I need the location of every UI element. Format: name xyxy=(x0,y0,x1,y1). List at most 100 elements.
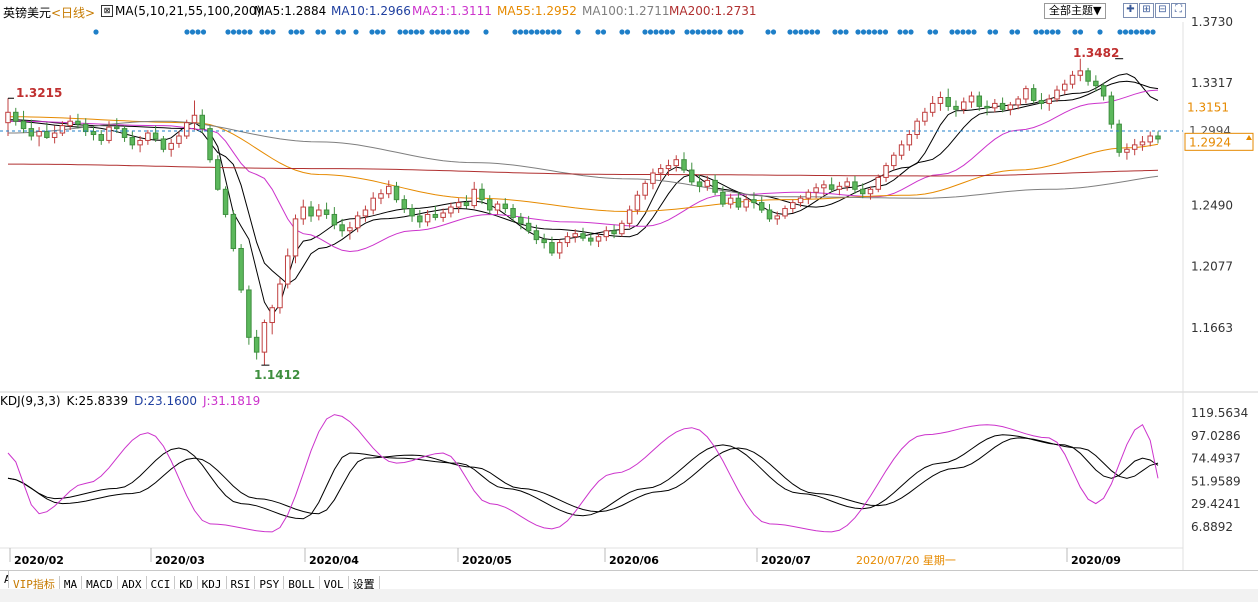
candle-body xyxy=(28,128,35,137)
theme-dropdown-button[interactable]: 全部主题▼ xyxy=(1044,3,1107,19)
ma10-value: MA10:1.2966 xyxy=(331,4,411,18)
event-dot xyxy=(803,29,810,35)
event-dot xyxy=(992,29,999,35)
candle-body xyxy=(440,212,446,218)
candle-body xyxy=(852,181,858,190)
candle-body xyxy=(176,135,182,144)
period-selector[interactable]: <日线> xyxy=(51,6,96,20)
tab-rsi[interactable]: RSI xyxy=(227,576,256,593)
symbol-name[interactable]: 英镑美元 xyxy=(3,6,52,20)
ma-settings-icon[interactable]: ⊠ xyxy=(101,5,113,17)
event-dot xyxy=(545,29,551,35)
candle-body xyxy=(378,193,384,199)
time-tick-label: 2020/02 xyxy=(14,554,64,567)
high-label-left: 1.3215 xyxy=(16,86,62,100)
event-dot xyxy=(259,29,265,35)
ma100-value: MA100:1.2711 xyxy=(582,4,670,18)
event-dot xyxy=(727,29,733,35)
candle-body xyxy=(207,128,213,161)
event-dot xyxy=(619,29,625,35)
crosshair-icon[interactable]: ✚ xyxy=(1123,3,1138,18)
candle-body xyxy=(681,159,687,171)
event-dot xyxy=(809,29,815,35)
event-dot xyxy=(1128,29,1134,35)
event-dot xyxy=(335,29,341,35)
tab-kd[interactable]: KD xyxy=(175,576,198,593)
ma100-line xyxy=(8,120,1159,199)
candle-body xyxy=(316,209,322,217)
candle-body xyxy=(541,239,547,244)
candle-body xyxy=(13,111,19,122)
candle-body xyxy=(168,142,174,150)
tab-vip指标[interactable]: VIP指标 xyxy=(9,576,60,593)
chart-canvas[interactable]: 1.3730 1.3317 1.2490 1.2077 1.1663 1.3151 1.29… xyxy=(0,0,1258,570)
candle-body xyxy=(929,102,936,113)
candle-body xyxy=(183,122,190,137)
event-dot xyxy=(195,29,201,35)
event-dot xyxy=(225,29,231,35)
event-dot xyxy=(843,29,849,35)
candle-body xyxy=(1015,98,1021,106)
event-dot xyxy=(658,29,665,35)
time-tick-label: 2020/04 xyxy=(309,554,359,567)
event-dot xyxy=(397,29,403,35)
candle-body xyxy=(448,206,454,214)
fullscreen-icon[interactable]: ⛶ xyxy=(1171,3,1186,18)
candle-body xyxy=(720,191,726,205)
tab-boll[interactable]: BOLL xyxy=(284,576,320,593)
tab-vol[interactable]: VOL xyxy=(320,576,349,593)
candle-body xyxy=(821,184,827,189)
event-dot xyxy=(1009,29,1015,35)
candle-body xyxy=(510,208,516,218)
event-dot xyxy=(706,29,712,35)
event-dot xyxy=(1044,29,1050,35)
candle-body xyxy=(735,197,742,208)
event-dot xyxy=(1014,29,1021,35)
event-dot xyxy=(798,29,804,35)
tab-cci[interactable]: CCI xyxy=(147,576,176,593)
candle-body xyxy=(347,227,353,232)
candle-body xyxy=(518,216,524,224)
kdj-j-value: J:31.1819 xyxy=(203,394,261,408)
tab-psy[interactable]: PSY xyxy=(255,576,285,593)
candle-body xyxy=(572,233,578,238)
candle-body xyxy=(253,336,260,353)
zoom-in-icon[interactable]: ⊞ xyxy=(1139,3,1154,18)
candle-body xyxy=(432,213,439,218)
event-dot xyxy=(93,29,99,35)
candle-body xyxy=(98,134,104,141)
event-dot xyxy=(1150,29,1156,35)
tab-macd[interactable]: MACD xyxy=(82,576,118,593)
candle-body xyxy=(619,222,625,235)
tab-ma[interactable]: MA xyxy=(60,576,83,593)
candle-body xyxy=(44,131,50,138)
event-dot xyxy=(320,29,327,35)
event-dot xyxy=(299,29,305,35)
candle-body xyxy=(284,255,291,285)
event-dot xyxy=(664,29,670,35)
event-dot xyxy=(971,29,977,35)
time-tick-label: 2020/03 xyxy=(155,554,205,567)
kdj-name: KDJ(9,3,3) xyxy=(0,394,61,408)
candle-body xyxy=(269,307,275,324)
zoom-out-icon[interactable]: ⊟ xyxy=(1155,3,1170,18)
event-dot xyxy=(512,29,518,35)
event-dot xyxy=(960,29,966,35)
candle-body xyxy=(906,134,913,146)
tab-设置[interactable]: 设置 xyxy=(349,576,380,593)
event-dot xyxy=(445,29,452,35)
candle-body xyxy=(1069,74,1076,85)
candle-body xyxy=(751,199,757,204)
tab-adx[interactable]: ADX xyxy=(0,571,9,588)
kdj-tick-label: 29.4241 xyxy=(1191,497,1241,511)
kdj-tick-label: 6.8892 xyxy=(1191,520,1233,534)
candle-body xyxy=(160,138,167,150)
event-dot xyxy=(882,29,889,35)
candle-body xyxy=(953,105,959,110)
candle-body xyxy=(455,202,462,208)
tab-kdj[interactable]: KDJ xyxy=(198,576,227,593)
tab-adx[interactable]: ADX xyxy=(118,576,147,593)
candle-body xyxy=(634,194,641,211)
candle-body xyxy=(463,202,470,207)
candle-body xyxy=(626,209,633,224)
